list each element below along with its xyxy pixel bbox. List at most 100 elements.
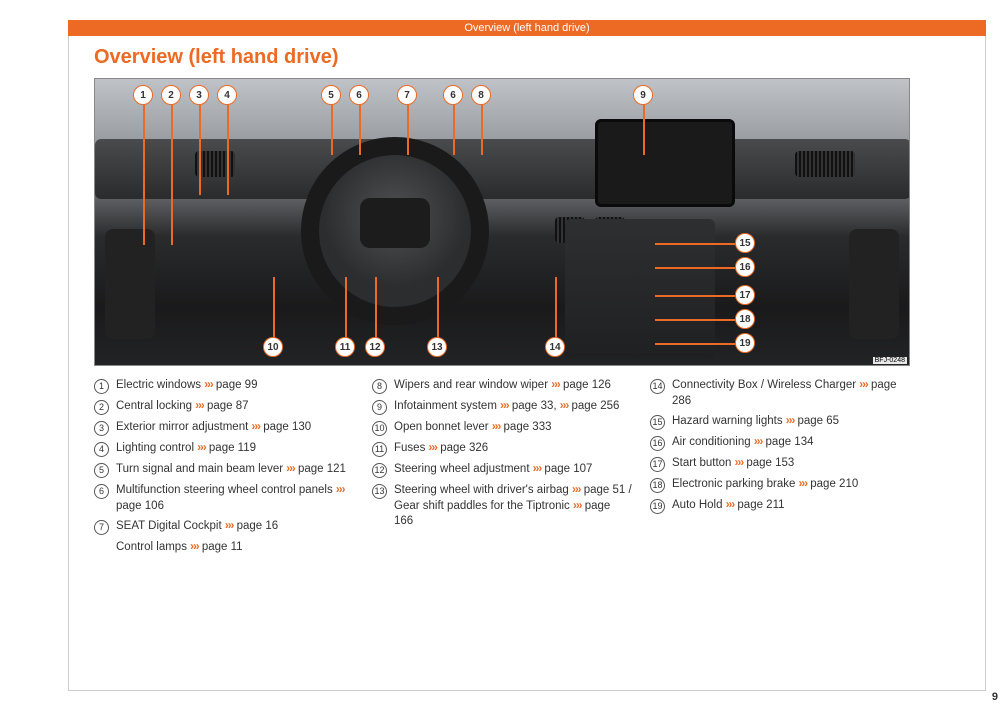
legend-number: 3 — [94, 421, 109, 436]
legend-item: 15 Hazard warning lights ››› page 65 — [650, 414, 910, 430]
callout-line — [453, 105, 455, 155]
legend-text: Air conditioning ››› page 134 — [672, 435, 814, 451]
legend-text: Hazard warning lights ››› page 65 — [672, 414, 839, 430]
legend-number: 18 — [650, 478, 665, 493]
legend-text: Central locking ››› page 87 — [116, 399, 249, 415]
callout-marker: 1 — [133, 85, 153, 105]
legend-number: 2 — [94, 400, 109, 415]
legend-column: 14Connectivity Box / Wireless Charger ››… — [650, 378, 910, 561]
callout-marker: 5 — [321, 85, 341, 105]
legend-number: 13 — [372, 484, 387, 499]
infotainment-screen — [595, 119, 735, 207]
callout-line — [227, 105, 229, 195]
legend-item: 4 Lighting control ››› page 119 — [94, 441, 354, 457]
callout-line — [331, 105, 333, 155]
legend-text: Lighting control ››› page 119 — [116, 441, 256, 457]
callout-line — [655, 295, 735, 297]
legend-number: 19 — [650, 499, 665, 514]
callout-marker: 7 — [397, 85, 417, 105]
legend-number: 10 — [372, 421, 387, 436]
legend-number: 7 — [94, 520, 109, 535]
callout-line — [345, 277, 347, 337]
callout-line — [655, 319, 735, 321]
callout-marker: 15 — [735, 233, 755, 253]
legend-item: 10Open bonnet lever ››› page 333 — [372, 420, 632, 436]
legend-number: 5 — [94, 463, 109, 478]
legend-text: SEAT Digital Cockpit ››› page 16 — [116, 519, 278, 535]
callout-marker: 6 — [349, 85, 369, 105]
callout-line — [555, 277, 557, 337]
legend-column: 1Electric windows ››› page 99 2 Central lo… — [94, 378, 354, 561]
legend-number: 4 — [94, 442, 109, 457]
callout-marker: 6 — [443, 85, 463, 105]
page-number: 9 — [992, 691, 998, 703]
legend-text: Fuses ››› page 326 — [394, 441, 488, 457]
legend-text: Electronic parking brake ››› page 210 — [672, 477, 858, 493]
steering-hub — [360, 198, 430, 248]
legend-item: 19 Auto Hold ››› page 211 — [650, 498, 910, 514]
callout-line — [655, 243, 735, 245]
air-vent — [795, 151, 855, 177]
callout-marker: 2 — [161, 85, 181, 105]
page-title: Overview (left hand drive) — [94, 46, 339, 69]
legend-item: 13 Steering wheel with driver's airbag ››… — [372, 483, 632, 530]
legend-text: Steering wheel adjustment ››› page 107 — [394, 462, 592, 478]
legend-column: 8 Wipers and rear window wiper ››› page 1… — [372, 378, 632, 561]
legend-number: 12 — [372, 463, 387, 478]
air-vent — [195, 151, 235, 177]
legend: 1Electric windows ››› page 99 2 Central lo… — [94, 378, 910, 561]
callout-marker: 10 — [263, 337, 283, 357]
dashboard-diagram: BFJ-0248 123456768910111213141516171819 — [94, 78, 910, 366]
legend-item: 12 Steering wheel adjustment ››› page 107 — [372, 462, 632, 478]
legend-text: Connectivity Box / Wireless Charger ››› … — [672, 378, 910, 409]
legend-item: 17 Start button ››› page 153 — [650, 456, 910, 472]
legend-item: 3 Exterior mirror adjustment ››› page 130 — [94, 420, 354, 436]
legend-item: 18 Electronic parking brake ››› page 210 — [650, 477, 910, 493]
callout-line — [437, 277, 439, 337]
callout-marker: 18 — [735, 309, 755, 329]
legend-item: 16 Air conditioning ››› page 134 — [650, 435, 910, 451]
legend-number: 16 — [650, 436, 665, 451]
callout-line — [375, 277, 377, 337]
legend-number: 15 — [650, 415, 665, 430]
legend-item: 2 Central locking ››› page 87 — [94, 399, 354, 415]
legend-item: 7 SEAT Digital Cockpit ››› page 16 — [94, 519, 354, 535]
callout-line — [199, 105, 201, 195]
legend-number: 6 — [94, 484, 109, 499]
legend-text: Exterior mirror adjustment ››› page 130 — [116, 420, 311, 436]
legend-number: 8 — [372, 379, 387, 394]
legend-item: 14Connectivity Box / Wireless Charger ››… — [650, 378, 910, 409]
callout-marker: 13 — [427, 337, 447, 357]
legend-text: Infotainment system ››› page 33, ››› pag… — [394, 399, 619, 415]
callout-marker: 8 — [471, 85, 491, 105]
callout-line — [481, 105, 483, 155]
legend-text: Electric windows ››› page 99 — [116, 378, 257, 394]
callout-line — [359, 105, 361, 155]
legend-text: Steering wheel with driver's airbag ››› … — [394, 483, 632, 530]
legend-number: 11 — [372, 442, 387, 457]
center-console — [565, 219, 715, 359]
callout-marker: 4 — [217, 85, 237, 105]
legend-text: Auto Hold ››› page 211 — [672, 498, 785, 514]
callout-marker: 3 — [189, 85, 209, 105]
header-banner: Overview (left hand drive) — [68, 20, 986, 36]
callout-line — [407, 105, 409, 155]
legend-number: 9 — [372, 400, 387, 415]
legend-item: 1Electric windows ››› page 99 — [94, 378, 354, 394]
legend-number: 17 — [650, 457, 665, 472]
legend-text: Start button ››› page 153 — [672, 456, 794, 472]
legend-text: Turn signal and main beam lever ››› page… — [116, 462, 346, 478]
legend-text: Wipers and rear window wiper ››› page 12… — [394, 378, 611, 394]
legend-text: Control lamps ››› page 11 — [116, 540, 243, 556]
callout-line — [171, 105, 173, 245]
legend-item: 8 Wipers and rear window wiper ››› page 1… — [372, 378, 632, 394]
steering-wheel — [301, 137, 489, 325]
callout-line — [655, 343, 735, 345]
callout-line — [273, 277, 275, 337]
callout-marker: 12 — [365, 337, 385, 357]
callout-marker: 9 — [633, 85, 653, 105]
callout-marker: 11 — [335, 337, 355, 357]
callout-line — [655, 267, 735, 269]
callout-marker: 17 — [735, 285, 755, 305]
legend-text: Multifunction steering wheel control pan… — [116, 483, 354, 514]
